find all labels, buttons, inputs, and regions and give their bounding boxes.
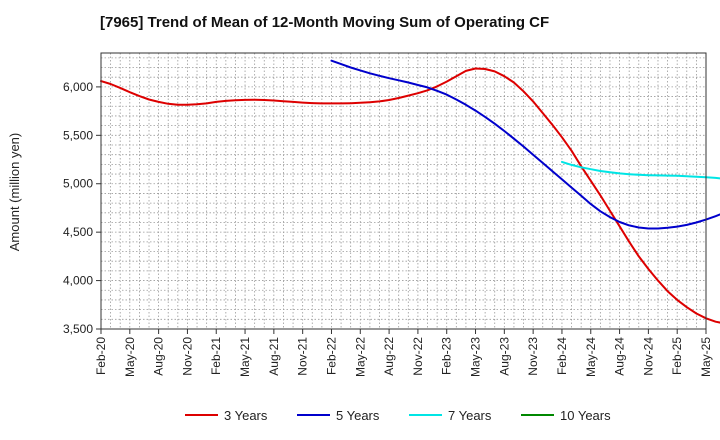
x-tick-label: Feb-23 (440, 337, 454, 375)
x-tick-label: May-21 (238, 337, 252, 377)
x-tick-label: May-22 (353, 337, 367, 377)
series-line-7-years (561, 160, 720, 180)
x-tick-label: Aug-21 (267, 337, 281, 376)
y-axis-ticks: 3,500 4,000 4,500 5,000 5,500 6,000 (63, 80, 101, 336)
legend-label: 3 Years (224, 408, 268, 423)
y-tick-label: 4,000 (63, 274, 93, 288)
y-axis-label: Amount (million yen) (7, 133, 22, 252)
legend-label: 10 Years (560, 408, 611, 423)
x-tick-label: Feb-20 (94, 337, 108, 375)
y-tick-label: 5,000 (63, 177, 93, 191)
y-tick-label: 6,000 (63, 80, 93, 94)
y-tick-label: 5,500 (63, 128, 93, 142)
series-line-3-years (100, 67, 720, 324)
x-tick-label: May-23 (469, 337, 483, 377)
x-tick-label: May-20 (123, 337, 137, 377)
x-tick-label: Aug-24 (613, 337, 627, 376)
x-tick-label: Nov-20 (180, 337, 194, 376)
x-tick-label: Nov-24 (641, 337, 655, 376)
x-tick-label: Aug-23 (497, 337, 511, 376)
legend-label: 5 Years (336, 408, 380, 423)
x-tick-label: Aug-22 (382, 337, 396, 376)
y-tick-label: 4,500 (63, 225, 93, 239)
x-axis-ticks: Feb-20 May-20 Aug-20 Nov-20 Feb-21 May-21 Aug-… (94, 329, 713, 377)
chart-title: [7965] Trend of Mean of 12-Month Moving … (100, 14, 549, 31)
grid (101, 53, 706, 329)
legend: 3 Years 5 Years 7 Years 10 Years (185, 408, 611, 423)
x-tick-label: Nov-23 (526, 337, 540, 376)
x-tick-label: Nov-21 (296, 337, 310, 376)
plot-frame (100, 52, 707, 330)
x-tick-label: Feb-21 (209, 337, 223, 375)
x-tick-label: Feb-22 (324, 337, 338, 375)
series-lines (100, 59, 720, 324)
legend-label: 7 Years (448, 408, 492, 423)
x-tick-label: Feb-24 (555, 337, 569, 375)
x-tick-label: May-25 (699, 337, 713, 377)
x-tick-label: Feb-25 (670, 337, 684, 375)
x-tick-label: Nov-22 (411, 337, 425, 376)
x-tick-label: Aug-20 (152, 337, 166, 376)
series-line-5-years (330, 59, 720, 230)
x-tick-label: May-24 (584, 337, 598, 377)
y-tick-label: 3,500 (63, 322, 93, 336)
